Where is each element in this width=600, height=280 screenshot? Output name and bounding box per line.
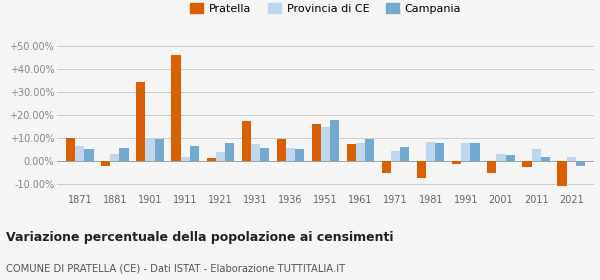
Bar <box>557 160 566 186</box>
Bar <box>277 139 286 160</box>
Bar <box>452 160 461 164</box>
Bar <box>356 143 365 160</box>
Bar <box>382 160 391 173</box>
Bar <box>347 144 356 160</box>
Bar <box>541 157 550 160</box>
Bar <box>215 153 225 160</box>
Bar <box>417 160 426 178</box>
Bar <box>136 82 145 160</box>
Bar <box>190 146 199 160</box>
Bar <box>172 55 181 160</box>
Bar <box>391 151 400 160</box>
Bar <box>119 148 128 160</box>
Bar <box>436 143 445 160</box>
Bar <box>506 155 515 160</box>
Bar <box>242 122 251 160</box>
Bar <box>365 139 374 160</box>
Bar <box>66 137 75 160</box>
Bar <box>145 139 155 160</box>
Bar <box>75 146 85 160</box>
Bar <box>225 143 234 160</box>
Bar <box>295 149 304 160</box>
Text: Variazione percentuale della popolazione ai censimenti: Variazione percentuale della popolazione… <box>6 231 394 244</box>
Bar <box>260 148 269 160</box>
Bar <box>523 160 532 167</box>
Text: COMUNE DI PRATELLA (CE) - Dati ISTAT - Elaborazione TUTTITALIA.IT: COMUNE DI PRATELLA (CE) - Dati ISTAT - E… <box>6 263 345 273</box>
Bar <box>487 160 496 173</box>
Bar <box>461 143 470 160</box>
Bar <box>155 139 164 160</box>
Bar <box>286 148 295 160</box>
Legend: Pratella, Provincia di CE, Campania: Pratella, Provincia di CE, Campania <box>185 0 466 18</box>
Bar <box>101 160 110 166</box>
Bar <box>470 143 479 160</box>
Bar <box>330 120 339 160</box>
Bar <box>496 154 506 160</box>
Bar <box>251 144 260 160</box>
Bar <box>206 158 215 160</box>
Bar <box>576 160 585 166</box>
Bar <box>566 157 576 160</box>
Bar <box>426 142 436 160</box>
Bar <box>321 127 330 160</box>
Bar <box>532 149 541 160</box>
Bar <box>400 147 409 160</box>
Bar <box>85 149 94 160</box>
Bar <box>312 124 321 160</box>
Bar <box>181 157 190 160</box>
Bar <box>110 154 119 160</box>
